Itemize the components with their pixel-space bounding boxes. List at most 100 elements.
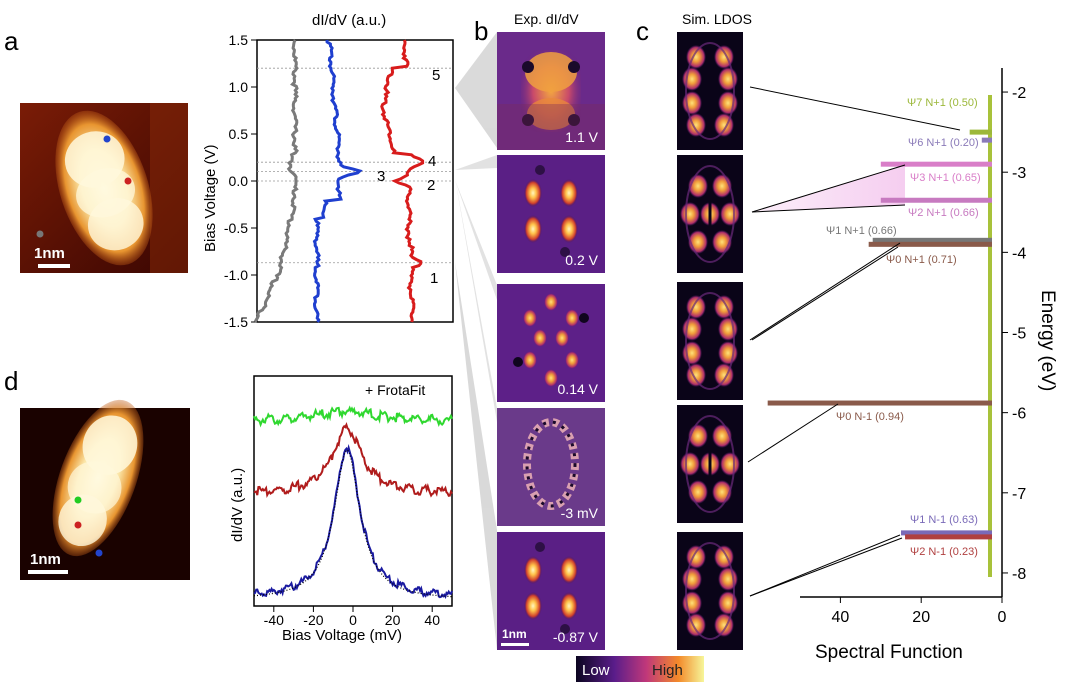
exp-map-lobe bbox=[555, 329, 569, 347]
state-bar bbox=[905, 534, 992, 540]
ldos-outline bbox=[685, 165, 735, 263]
panel-c-title: Sim. LDOS bbox=[682, 11, 752, 27]
ldos-lobe bbox=[682, 91, 702, 115]
state-bar bbox=[872, 237, 992, 243]
chart-a-series-gray bbox=[253, 39, 300, 323]
chart-d-xlabel: Bias Voltage (mV) bbox=[282, 627, 402, 644]
exp-map-bg bbox=[497, 155, 605, 273]
scale-bar-d-label: 1nm bbox=[30, 551, 61, 568]
state-label: Ψ0 N+1 (0.71) bbox=[886, 254, 957, 266]
exp-map: -3 mV bbox=[497, 408, 605, 526]
exp-map-lobe bbox=[524, 592, 542, 620]
chart-c-ytick-label: -8 bbox=[1012, 566, 1026, 583]
state-label: Ψ6 N+1 (0.20) bbox=[908, 137, 979, 149]
ldos-lobe bbox=[682, 567, 702, 591]
exp-map-lobe bbox=[560, 215, 578, 243]
exp-map-label: 0.2 V bbox=[565, 252, 598, 268]
state-label: Ψ0 N-1 (0.94) bbox=[836, 411, 904, 423]
chart-c: -2 -3 -4 -5 -6 -7 -8 40 20 0 Spectral Function En… bbox=[747, 68, 1058, 663]
state-connector bbox=[751, 164, 906, 213]
exp-map-lobe bbox=[527, 98, 575, 130]
ldos-lobe bbox=[682, 591, 702, 615]
chart-d-xtick-label: -20 bbox=[303, 612, 323, 628]
exp-map: 0.2 V bbox=[497, 155, 605, 273]
panel-label-b: b bbox=[474, 16, 488, 46]
chart-a-series-blue bbox=[312, 39, 363, 323]
chart-a-peak-labels: 5 4 3 2 1 bbox=[377, 67, 440, 287]
stm-dot-blue bbox=[95, 549, 103, 557]
panel-b-maps: 1.1 V 0.2 V 0.14 V -3 mV -0.87 V 1nm bbox=[497, 32, 605, 650]
state-label: Ψ1 N-1 (0.63) bbox=[910, 514, 978, 526]
exp-map-lobe bbox=[560, 179, 578, 207]
exp-map-lobe bbox=[533, 329, 547, 347]
chart-c-xtick-label: 0 bbox=[998, 609, 1007, 626]
scale-bar-b bbox=[501, 643, 529, 646]
exp-map-hole bbox=[568, 114, 580, 126]
state-label: Ψ3 N+1 (0.65) bbox=[910, 172, 981, 184]
ldos-map bbox=[677, 155, 743, 273]
ldos-lobe bbox=[682, 341, 702, 365]
chart-a-peak-label: 4 bbox=[428, 153, 436, 170]
chart-d-xticks: -40 -20 0 20 40 bbox=[264, 606, 440, 628]
chart-c-ytick-label: -5 bbox=[1012, 326, 1026, 343]
chart-d-series-frotafit bbox=[253, 449, 453, 598]
state-connector bbox=[751, 204, 906, 213]
chart-c-connectors bbox=[747, 86, 961, 597]
panel-label-c: c bbox=[636, 16, 649, 46]
stm-dot-blue bbox=[103, 135, 111, 143]
colorbar: Low High bbox=[576, 656, 704, 682]
chart-a-ytick-label: 1.5 bbox=[229, 32, 249, 48]
stm-dot-gray bbox=[36, 230, 44, 238]
chart-d-xtick-label: -40 bbox=[264, 612, 284, 628]
ldos-lobe bbox=[682, 67, 702, 91]
state-bar bbox=[868, 241, 992, 247]
chart-d-xtick-label: 20 bbox=[385, 612, 401, 628]
state-bar bbox=[880, 161, 992, 167]
scale-bar-a-label: 1nm bbox=[34, 245, 65, 262]
state-bar bbox=[767, 400, 992, 406]
ldos-map bbox=[677, 32, 743, 150]
state-label: Ψ2 N-1 (0.23) bbox=[910, 546, 978, 558]
scale-bar-b-label: 1nm bbox=[502, 627, 527, 641]
state-connector bbox=[749, 242, 901, 341]
ldos-outline bbox=[685, 292, 735, 390]
exp-map-lobe bbox=[560, 592, 578, 620]
ldos-lobe bbox=[680, 202, 700, 226]
state-bar bbox=[880, 197, 992, 203]
ldos-outline bbox=[685, 415, 735, 513]
chart-d-ylabel: dI/dV (a.u.) bbox=[229, 468, 246, 542]
chart-a-peak-label: 2 bbox=[427, 177, 435, 194]
exp-map-hole bbox=[579, 313, 589, 323]
chart-c-xtick-label: 20 bbox=[912, 609, 930, 626]
ldos-lobe bbox=[718, 591, 738, 615]
exp-map: 1.1 V bbox=[497, 32, 605, 150]
chart-c-xlabel: Spectral Function bbox=[815, 642, 963, 663]
exp-map-label: 1.1 V bbox=[565, 129, 598, 145]
ldos-lobe bbox=[718, 341, 738, 365]
exp-map-hole bbox=[522, 61, 534, 73]
ldos-outline bbox=[685, 42, 735, 140]
chart-d-xtick-label: 0 bbox=[349, 612, 357, 628]
exp-map-label: 0.14 V bbox=[558, 381, 599, 397]
exp-map-band bbox=[497, 104, 605, 150]
scale-bar-d bbox=[28, 570, 68, 574]
chart-c-xtick-label: 40 bbox=[832, 609, 850, 626]
exp-map-bg bbox=[497, 532, 605, 650]
ldos-map bbox=[677, 405, 743, 523]
exp-map-hole bbox=[513, 357, 523, 367]
exp-map: -0.87 V bbox=[497, 532, 605, 650]
exp-map-lobe bbox=[565, 351, 579, 369]
ldos-lobe bbox=[680, 452, 700, 476]
chart-a-series-red bbox=[380, 39, 425, 323]
ldos-map bbox=[677, 282, 743, 400]
exp-map-lobe bbox=[524, 556, 542, 584]
exp-map-lobe bbox=[523, 309, 537, 327]
exp-map-lobe bbox=[523, 351, 537, 369]
exp-map-lobe bbox=[544, 369, 558, 387]
exp-map-hole bbox=[522, 114, 534, 126]
state-connector bbox=[749, 537, 903, 597]
colorbar-gradient bbox=[576, 656, 704, 682]
stm-dot-red bbox=[124, 177, 132, 185]
colorbar-low: Low bbox=[582, 662, 610, 679]
exp-map-lobe bbox=[560, 556, 578, 584]
